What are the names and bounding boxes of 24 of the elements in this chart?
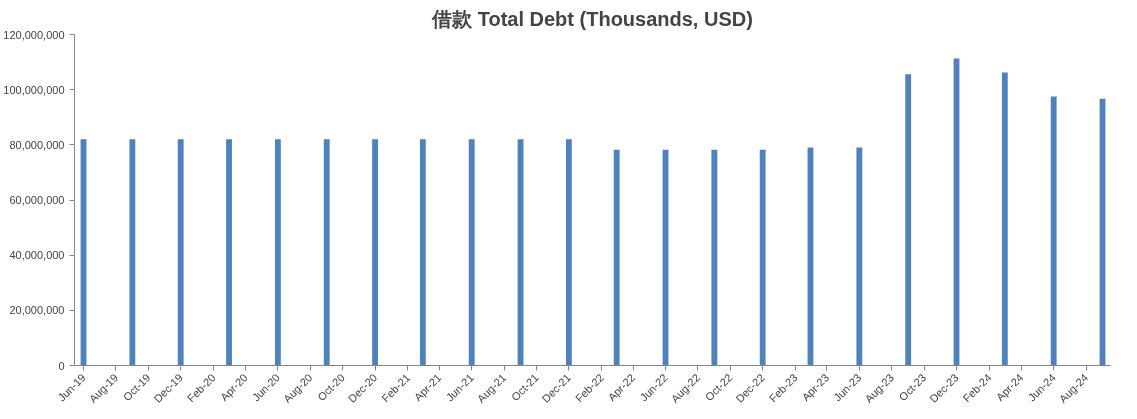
bar bbox=[905, 74, 912, 366]
bar bbox=[856, 147, 863, 366]
y-tick-label: 80,000,000 bbox=[9, 138, 65, 151]
chart-title: 借款 Total Debt (Thousands, USD) bbox=[431, 7, 753, 30]
bar bbox=[613, 149, 620, 366]
bar bbox=[419, 139, 426, 366]
y-tick-label: 0 bbox=[58, 359, 65, 372]
bar bbox=[129, 139, 136, 366]
y-tick-label: 100,000,000 bbox=[3, 83, 65, 96]
y-tick-label: 40,000,000 bbox=[9, 249, 65, 262]
y-tick-label: 60,000,000 bbox=[9, 194, 65, 206]
bar bbox=[274, 139, 281, 366]
y-tick-label: 120,000,000 bbox=[3, 28, 65, 41]
bar bbox=[1050, 96, 1057, 366]
bar bbox=[468, 139, 475, 366]
bar bbox=[226, 139, 232, 366]
bar bbox=[711, 149, 718, 366]
bar bbox=[565, 139, 572, 366]
bar bbox=[177, 139, 184, 366]
y-tick-label: 20,000,000 bbox=[9, 304, 65, 317]
bar bbox=[323, 139, 330, 366]
bar bbox=[372, 139, 378, 366]
bar bbox=[1001, 72, 1008, 366]
bar bbox=[759, 149, 766, 366]
